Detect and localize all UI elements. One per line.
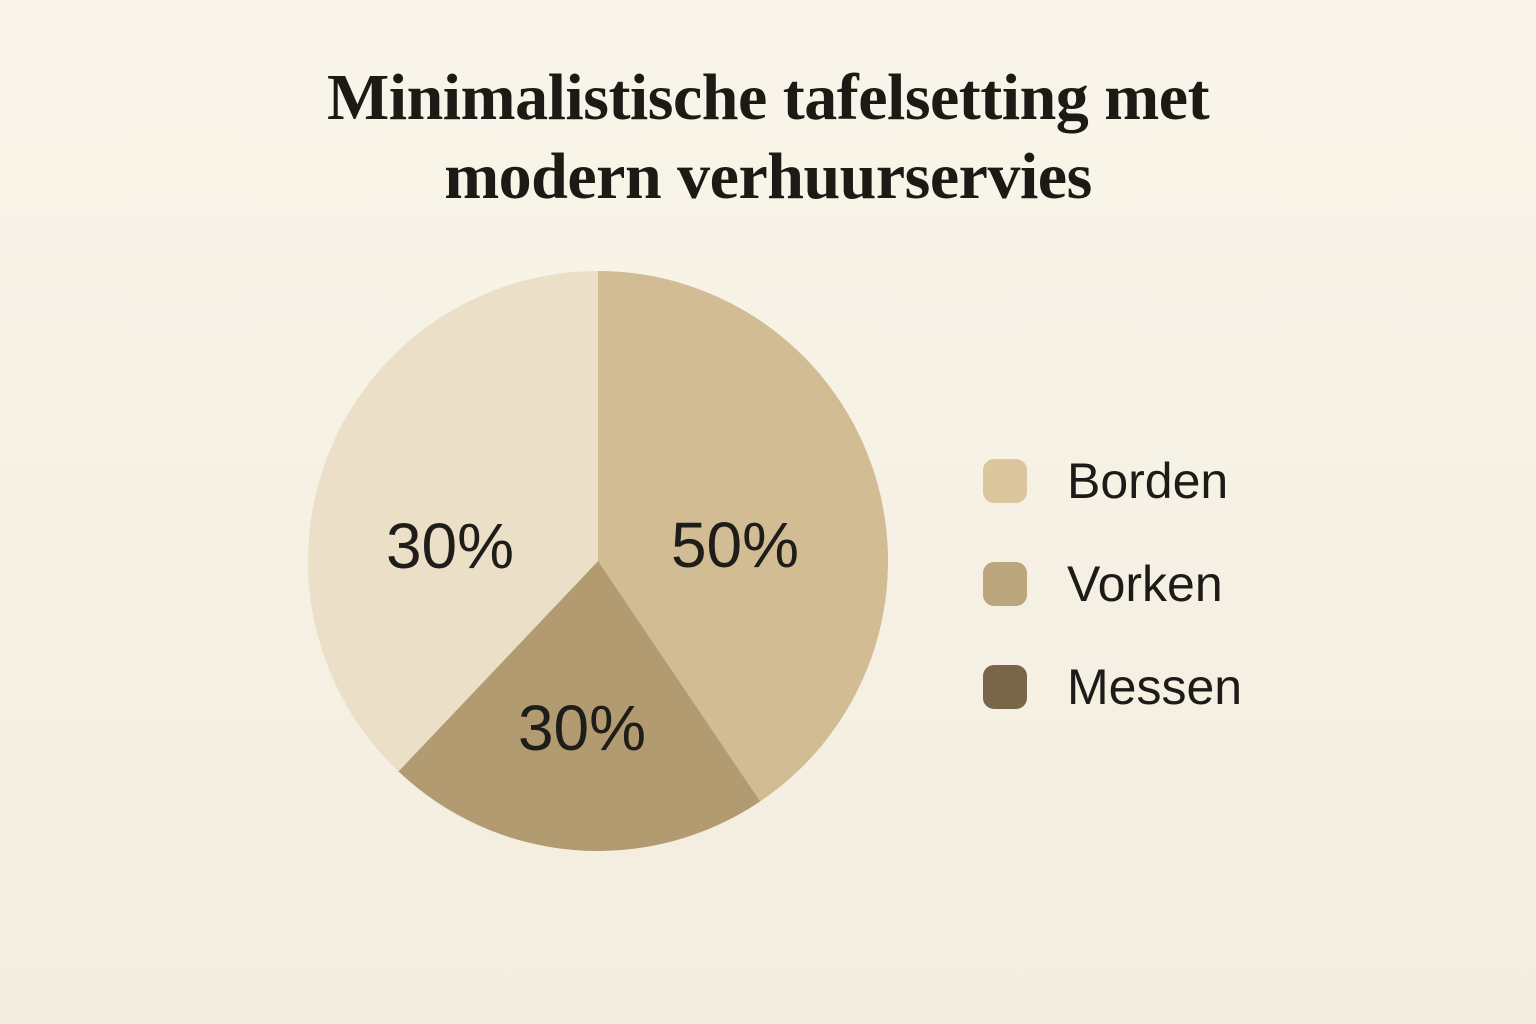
legend-swatch-icon	[983, 665, 1027, 709]
legend-label: Vorken	[1067, 556, 1223, 612]
pie-slice-value-label: 30%	[518, 692, 646, 764]
pie-slice-value-label: 50%	[671, 509, 799, 581]
legend-swatch-icon	[983, 459, 1027, 503]
chart-title: Minimalistische tafelsetting met modern …	[0, 58, 1536, 216]
chart-title-line-2: modern verhuurservies	[444, 140, 1092, 214]
legend-label: Messen	[1067, 659, 1243, 715]
legend-item-messen: Messen	[983, 662, 1242, 712]
pie-slice-bottom	[398, 561, 761, 851]
legend-label: Borden	[1067, 453, 1229, 509]
chart-legend: Borden Vorken Messen	[983, 456, 1242, 712]
pie-slice-left	[308, 271, 598, 772]
legend-item-borden: Borden	[983, 456, 1242, 506]
pie-slice-value-label: 30%	[386, 510, 514, 582]
legend-item-vorken: Vorken	[983, 559, 1242, 609]
pie-slice-right	[598, 271, 888, 802]
legend-swatch-icon	[983, 562, 1027, 606]
chart-title-line-1: Minimalistische tafelsetting met	[326, 61, 1210, 134]
pie-chart: 50% 30% 30%	[308, 271, 888, 851]
